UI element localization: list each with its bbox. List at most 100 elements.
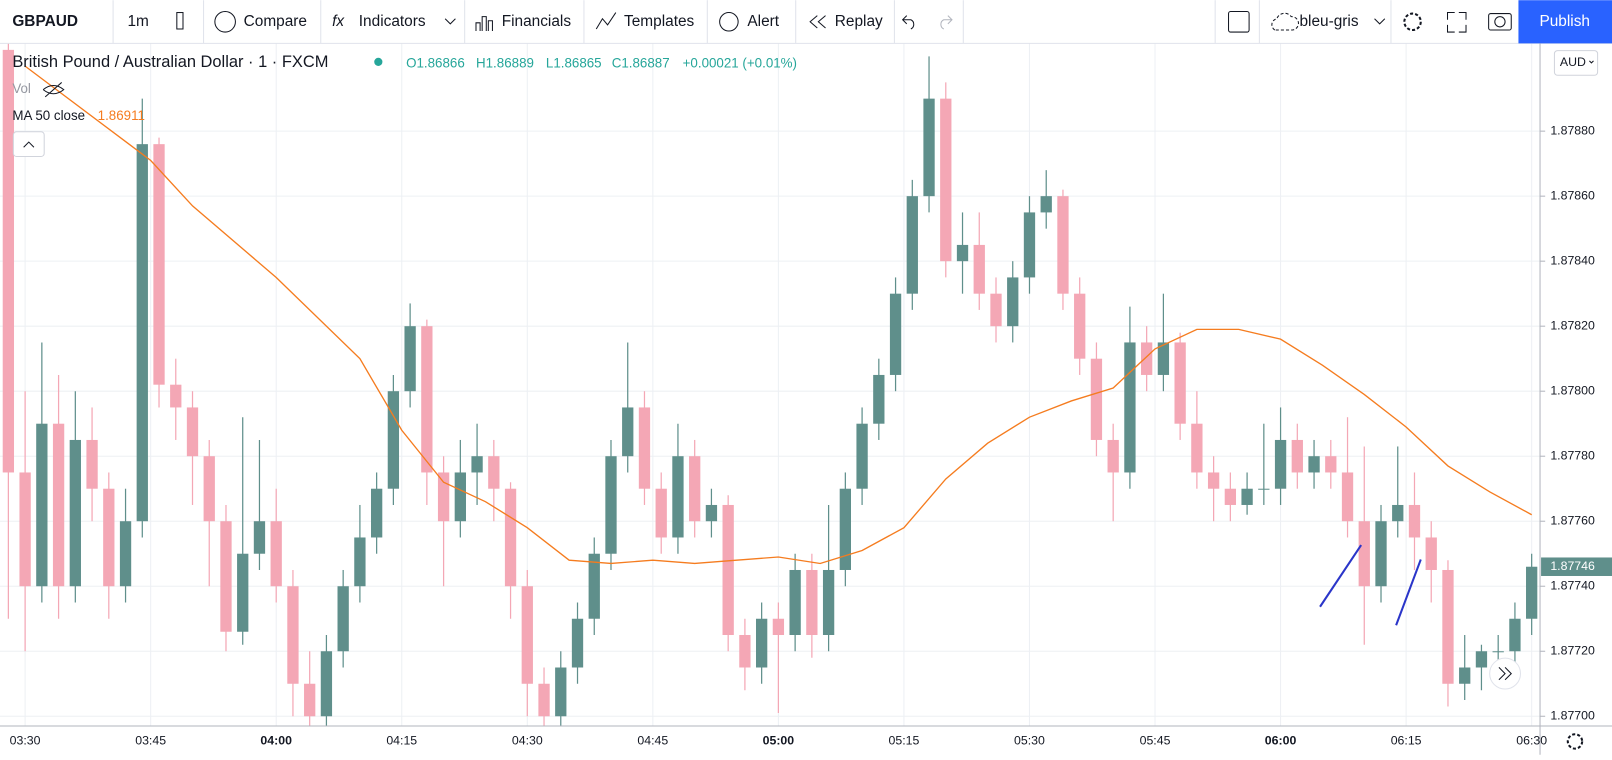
snapshot-icon bbox=[1494, 16, 1506, 28]
candle-icon[interactable] bbox=[176, 12, 184, 30]
axis-settings-icon[interactable] bbox=[1566, 733, 1584, 750]
candle-body bbox=[722, 504, 734, 635]
candle-body bbox=[789, 569, 801, 635]
candle-body bbox=[2, 49, 15, 473]
templates-icon[interactable] bbox=[595, 12, 617, 30]
candle-body bbox=[1074, 293, 1086, 359]
candle-body bbox=[1291, 439, 1303, 473]
x-tick-label: 03:45 bbox=[135, 734, 166, 748]
candle-body bbox=[555, 667, 567, 717]
candle-body bbox=[237, 553, 249, 632]
compare[interactable]: Compare bbox=[244, 13, 307, 30]
market-status bbox=[374, 57, 383, 66]
candle-body bbox=[270, 521, 282, 587]
indicators[interactable]: Indicators bbox=[359, 13, 426, 30]
settings-icon[interactable] bbox=[1403, 12, 1422, 32]
y-tick-label: 1.87860 bbox=[1550, 188, 1595, 202]
candle-body bbox=[1358, 521, 1370, 587]
legend: British Pound / Australian Dollar · 1 · … bbox=[12, 53, 797, 157]
cloud-icon[interactable] bbox=[1271, 12, 1299, 31]
ma-value: 1.86911 bbox=[98, 108, 145, 123]
fullscreen-icon[interactable] bbox=[1228, 10, 1250, 33]
scroll-icon bbox=[1498, 667, 1512, 681]
candle-body bbox=[638, 407, 651, 489]
layout-name[interactable]: bleu-gris bbox=[1299, 13, 1358, 30]
candle-body bbox=[1492, 651, 1504, 653]
candle-body bbox=[1258, 488, 1270, 490]
candle-body bbox=[956, 244, 969, 262]
financials-icon[interactable] bbox=[475, 16, 493, 32]
toolbar: GBPAUD 1m Compare fx Indicators Financia… bbox=[0, 0, 1612, 44]
dropdown-icon[interactable] bbox=[444, 18, 456, 25]
symbol-title: British Pound / Australian Dollar · 1 · … bbox=[12, 53, 328, 71]
compare-icon[interactable] bbox=[214, 10, 236, 33]
candle-body bbox=[354, 537, 366, 587]
candle-body bbox=[1526, 566, 1538, 619]
y-tick-label: 1.87780 bbox=[1550, 448, 1595, 462]
candle-body bbox=[605, 456, 617, 554]
candle-body bbox=[1274, 439, 1287, 489]
alert-icon[interactable] bbox=[719, 12, 739, 32]
candle-body bbox=[705, 504, 718, 522]
candle-body bbox=[52, 423, 65, 587]
y-tick-label: 1.87800 bbox=[1550, 383, 1595, 397]
x-tick-label: 04:30 bbox=[512, 734, 543, 748]
financials[interactable]: Financials bbox=[502, 13, 572, 30]
candle-body bbox=[1408, 504, 1421, 538]
x-tick-label: 05:30 bbox=[1014, 734, 1045, 748]
publish-button[interactable] bbox=[1518, 0, 1612, 44]
y-tick-label: 1.87840 bbox=[1550, 253, 1595, 267]
alert[interactable]: Alert bbox=[747, 13, 779, 30]
x-tick-label: 05:00 bbox=[763, 734, 795, 748]
currency[interactable]: AUD bbox=[1560, 55, 1586, 69]
candle-body bbox=[806, 569, 818, 635]
legend-close: C1.86887 bbox=[612, 55, 670, 70]
snapshot-icon[interactable] bbox=[1488, 13, 1512, 31]
undo-icon[interactable] bbox=[901, 15, 915, 30]
replay[interactable]: Replay bbox=[835, 13, 883, 30]
ma-label: MA 50 close bbox=[12, 108, 85, 123]
replay-icon[interactable] bbox=[809, 15, 826, 29]
candle-body bbox=[1090, 358, 1103, 440]
x-tick-label: 05:45 bbox=[1140, 734, 1171, 748]
volume-label: Vol bbox=[12, 81, 31, 96]
symbol[interactable]: GBPAUD bbox=[12, 13, 78, 30]
candle-body bbox=[1341, 472, 1354, 522]
hidden-icon[interactable] bbox=[42, 82, 65, 98]
candle-body bbox=[136, 144, 148, 522]
dropdown-icon[interactable] bbox=[1374, 18, 1386, 25]
collapse-button[interactable] bbox=[12, 131, 45, 157]
trend-line-drawing[interactable] bbox=[1319, 544, 1363, 608]
templates[interactable]: Templates bbox=[624, 13, 695, 30]
redo-icon[interactable] bbox=[940, 15, 953, 30]
candle-body bbox=[973, 244, 985, 294]
candle-body bbox=[437, 472, 450, 522]
maximize-icon[interactable] bbox=[1446, 12, 1467, 33]
candle-body bbox=[1207, 472, 1220, 489]
candle-body bbox=[1040, 196, 1052, 213]
last-price-label: 1.87746 bbox=[1550, 559, 1595, 573]
legend-low: L1.86865 bbox=[546, 55, 602, 70]
legend-open: O1.86866 bbox=[406, 55, 465, 70]
candle-body bbox=[186, 407, 199, 457]
candle-body bbox=[755, 618, 768, 668]
candle-body bbox=[1007, 277, 1019, 327]
series bbox=[2, 43, 1538, 727]
candle-body bbox=[521, 586, 533, 684]
candle-body bbox=[940, 98, 952, 262]
candle-body bbox=[689, 456, 701, 522]
interval[interactable]: 1m bbox=[127, 13, 148, 30]
candle-body bbox=[672, 456, 684, 538]
indicators-icon[interactable]: fx bbox=[332, 13, 345, 30]
candle-body bbox=[421, 326, 433, 473]
publish[interactable]: Publish bbox=[1539, 13, 1590, 30]
currency-button[interactable] bbox=[1553, 50, 1599, 76]
candle-body bbox=[1057, 196, 1069, 294]
x-tick-label: 04:00 bbox=[260, 734, 292, 748]
trend-line-drawing[interactable] bbox=[1395, 559, 1422, 626]
candle-body bbox=[655, 488, 667, 538]
candle-body bbox=[588, 553, 600, 619]
candle-body bbox=[454, 472, 466, 522]
candle-body bbox=[1459, 667, 1471, 684]
candle-body bbox=[1325, 456, 1337, 473]
